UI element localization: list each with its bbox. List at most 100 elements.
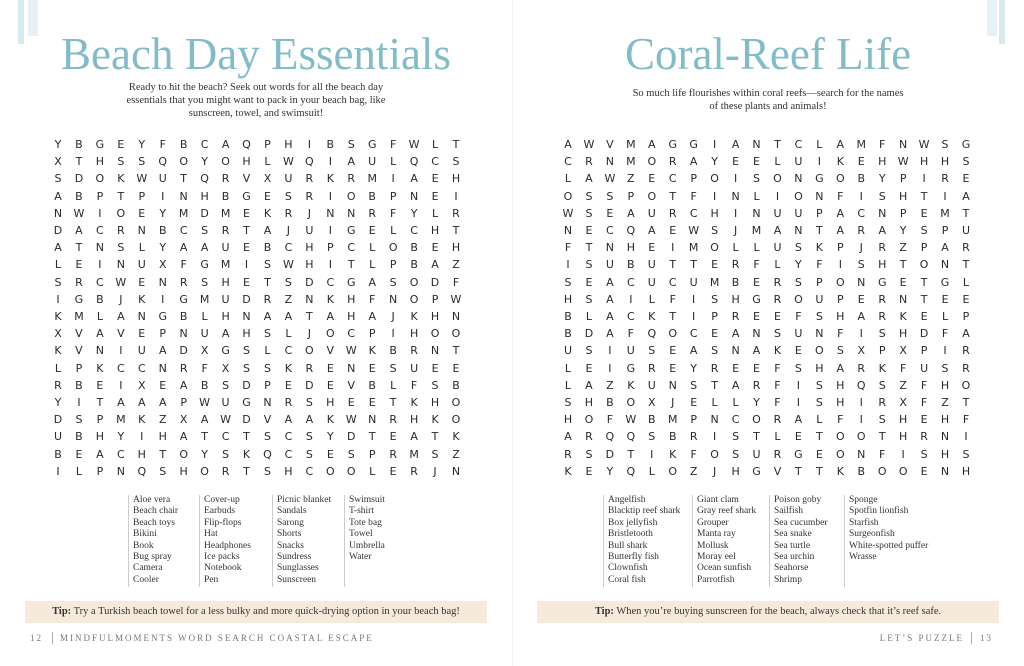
- grid-letter: N: [940, 258, 950, 272]
- grid-letter: T: [585, 241, 593, 255]
- grid-letter: Q: [626, 430, 636, 444]
- grid-letter: E: [753, 155, 760, 169]
- grid-letter: H: [284, 464, 293, 478]
- grid-letter: R: [962, 344, 970, 358]
- grid-letter: A: [200, 241, 209, 255]
- grid-letter: N: [668, 378, 677, 392]
- grid-letter: I: [391, 327, 395, 341]
- grid-letter: N: [815, 327, 824, 341]
- grid-letter: H: [878, 155, 887, 169]
- grid-letter: R: [564, 447, 572, 461]
- grid-letter: N: [794, 172, 803, 186]
- grid-letter: C: [116, 447, 125, 461]
- grid-letter: S: [54, 172, 62, 186]
- grid-letter: P: [159, 327, 167, 341]
- grid-letter: I: [391, 172, 395, 186]
- grid-letter: S: [564, 396, 572, 409]
- grid-letter: N: [179, 327, 188, 341]
- grid-letter: I: [733, 172, 738, 186]
- grid-letter: B: [648, 413, 656, 427]
- grid-letter: V: [606, 138, 614, 151]
- grid-letter: S: [815, 378, 823, 392]
- word-item: Poison goby: [774, 495, 822, 505]
- grid-letter: S: [585, 258, 593, 272]
- grid-letter: N: [451, 310, 461, 323]
- grid-letter: T: [201, 430, 208, 444]
- grid-letter: L: [585, 310, 592, 323]
- grid-letter: U: [647, 378, 656, 392]
- grid-letter: S: [732, 430, 740, 444]
- grid-letter: M: [626, 138, 636, 151]
- grid-letter: R: [857, 224, 866, 237]
- grid-letter: Q: [242, 138, 251, 151]
- grid-letter: V: [326, 344, 335, 358]
- grid-letter: A: [689, 155, 698, 169]
- grid-letter: H: [430, 310, 440, 323]
- grid-letter: I: [817, 155, 821, 169]
- grid-letter: C: [668, 275, 677, 289]
- grid-letter: R: [179, 361, 188, 375]
- grid-letter: I: [964, 430, 968, 444]
- grid-letter: A: [368, 310, 376, 323]
- grid-letter: E: [389, 430, 397, 444]
- grid-letter: T: [117, 189, 125, 203]
- grid-letter: E: [711, 258, 719, 272]
- grid-letter: S: [431, 447, 439, 461]
- grid-letter: O: [898, 464, 908, 478]
- grid-letter: S: [564, 275, 572, 289]
- grid-letter: E: [857, 292, 865, 306]
- grid-letter: A: [836, 206, 845, 220]
- grid-letter: Z: [284, 292, 293, 306]
- grid-letter: L: [774, 155, 781, 169]
- grid-letter: N: [116, 464, 125, 478]
- grid-letter: R: [221, 172, 230, 186]
- grid-letter: B: [158, 224, 167, 237]
- grid-letter: F: [369, 292, 376, 306]
- grid-letter: U: [815, 292, 824, 306]
- grid-letter: R: [75, 275, 83, 289]
- grid-letter: I: [566, 258, 570, 272]
- grid-letter: L: [732, 396, 739, 409]
- grid-letter: E: [431, 172, 439, 186]
- word-item: Snacks: [277, 540, 304, 551]
- grid-letter: L: [753, 189, 760, 203]
- grid-letter: F: [564, 241, 572, 255]
- grid-letter: A: [627, 206, 635, 220]
- grid-letter: S: [941, 138, 949, 151]
- grid-letter: H: [563, 413, 573, 427]
- grid-letter: E: [815, 447, 823, 461]
- grid-letter: E: [794, 344, 802, 358]
- grid-letter: E: [368, 396, 376, 409]
- grid-letter: K: [326, 292, 334, 306]
- grid-letter: G: [95, 138, 105, 151]
- grid-letter: B: [96, 292, 104, 306]
- grid-letter: T: [878, 430, 886, 444]
- grid-letter: R: [305, 189, 314, 203]
- grid-letter: U: [647, 206, 656, 220]
- grid-letter: T: [389, 396, 397, 409]
- grid-letter: A: [773, 224, 782, 237]
- grid-letter: T: [815, 464, 823, 478]
- grid-letter: U: [752, 447, 761, 461]
- grid-letter: H: [731, 292, 740, 306]
- grid-letter: S: [243, 361, 250, 375]
- grid-letter: U: [773, 241, 782, 255]
- grid-letter: C: [284, 241, 293, 255]
- footer-divider: [971, 632, 972, 644]
- grid-letter: K: [368, 344, 376, 358]
- grid-letter: P: [96, 464, 104, 478]
- grid-letter: T: [815, 224, 823, 237]
- grid-letter: C: [626, 310, 635, 323]
- grid-letter: K: [138, 413, 146, 427]
- grid-letter: O: [835, 275, 845, 289]
- grid-letter: N: [137, 224, 146, 237]
- grid-letter: T: [431, 430, 439, 444]
- grid-letter: K: [836, 155, 844, 169]
- grid-letter: R: [117, 224, 125, 237]
- decor: [28, 0, 38, 36]
- word-column: Picnic blanket Sandals Sarong Shorts Snacks S…: [272, 495, 331, 587]
- grid-letter: C: [689, 206, 698, 220]
- grid-letter: N: [263, 396, 272, 409]
- grid-letter: T: [452, 344, 460, 358]
- grid-letter: P: [180, 396, 187, 409]
